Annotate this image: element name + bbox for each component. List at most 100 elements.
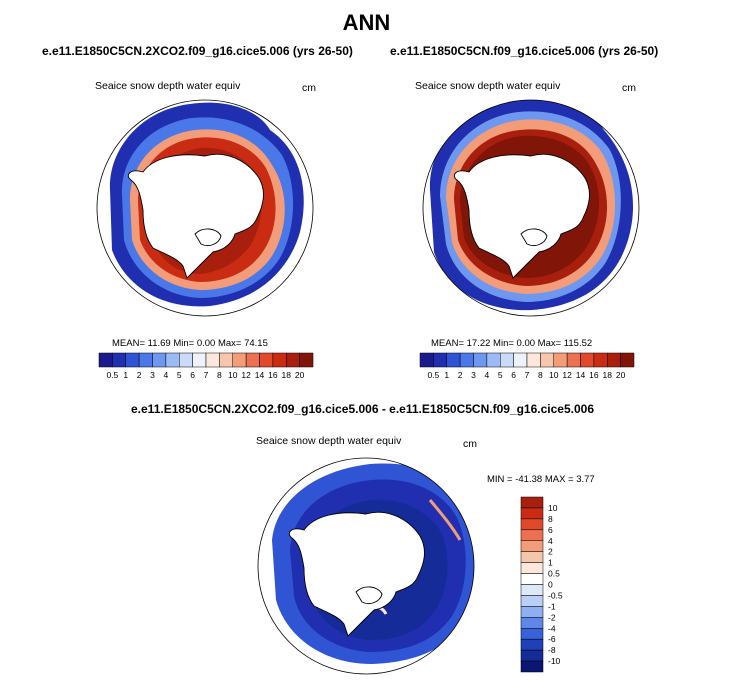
panel1-colorbar-tick-label: 8: [217, 370, 222, 380]
panel1-colorbar-tick-label: 16: [268, 370, 278, 380]
panel2-colorbar-tick-label: 14: [576, 370, 586, 380]
panel1-colorbar-tick-label: 3: [150, 370, 155, 380]
panel2-colorbar-tick-label: 16: [589, 370, 599, 380]
panel1-colorbar: 0.5 1 2 3 4 5 6 7 8 10 12 14 16 18 20: [98, 352, 314, 380]
panel3-units-label: cm: [463, 438, 477, 450]
diff-colorbar-tick-label: -8: [548, 645, 556, 655]
diff-colorbar-tick-label: -10: [548, 656, 561, 666]
panel1-colorbar-tick-label: 4: [164, 370, 169, 380]
panel3-map: [257, 457, 475, 675]
panel2-colorbar-swatch: [566, 352, 581, 368]
panel2-colorbar-tick-label: 12: [562, 370, 572, 380]
panel2-colorbar: 0.5 1 2 3 4 5 6 7 8 10 12 14 16 18 20: [419, 352, 635, 380]
diff-colorbar-tick-label: 4: [548, 536, 553, 546]
diff-colorbar-swatch: [520, 507, 544, 520]
panel2-colorbar-swatch: [607, 352, 621, 368]
panel1-colorbar-tick-label: 10: [228, 370, 238, 380]
diff-colorbar-tick-label: -2: [548, 612, 556, 622]
panel1-colorbar-swatch: [299, 352, 314, 368]
panel1-colorbar-tick-label: 1: [123, 370, 128, 380]
panel2-colorbar-tick-label: 6: [511, 370, 516, 380]
diff-colorbar-swatch: [520, 573, 544, 585]
panel2-colorbar-tick-label: 8: [538, 370, 543, 380]
diff-colorbar-tick-label: 0.5: [548, 569, 560, 579]
diff-colorbar-tick-label: -6: [548, 634, 556, 644]
panel2-colorbar-tick-label: 3: [471, 370, 476, 380]
panel2-stats: MEAN= 17.22 Min= 0.00 Max= 115.52: [431, 338, 593, 349]
diff-colorbar-tick-label: -0.5: [548, 590, 563, 600]
panel1-colorbar-swatch: [232, 352, 247, 368]
panel1-colorbar-tick-label: 7: [204, 370, 209, 380]
panel1-colorbar-swatch: [125, 352, 140, 368]
figure-title: ANN: [342, 10, 391, 35]
diff-colorbar-swatch: [520, 628, 544, 640]
panel1-stats: MEAN= 11.69 Min= 0.00 Max= 74.15: [112, 338, 268, 349]
panel1-colorbar-swatch: [165, 352, 180, 368]
panel2-colorbar-tick-label: 1: [444, 370, 449, 380]
panel1-colorbar-tick-label: 0.5: [106, 370, 118, 380]
panel1-colorbar-swatch: [286, 352, 300, 368]
panel2-colorbar-swatch: [526, 352, 541, 368]
panel1-colorbar-tick-label: 18: [282, 370, 292, 380]
panel2-colorbar-tick-label: 2: [458, 370, 463, 380]
panel1-colorbar-swatch: [219, 352, 233, 368]
diff-colorbar-swatch: [520, 660, 544, 673]
panel1-colorbar-tick-label: 20: [295, 370, 305, 380]
diff-colorbar-swatch: [520, 551, 544, 563]
panel1-colorbar-swatch: [259, 352, 274, 368]
panel1-colorbar-tick-label: 2: [137, 370, 142, 380]
panel1-colorbar-swatch: [245, 352, 260, 368]
diff-colorbar-swatch: [520, 562, 544, 574]
panel2-colorbar-swatch: [620, 352, 635, 368]
panel2-colorbar-tick-label: 7: [525, 370, 530, 380]
panel1-colorbar-swatch: [192, 352, 207, 368]
panel1-colorbar-tick-label: 14: [255, 370, 265, 380]
diff-colorbar-swatch: [520, 529, 544, 541]
diff-colorbar-tick-label: 0: [548, 580, 553, 590]
panel2-colorbar-swatch: [473, 352, 488, 368]
panel2-colorbar-tick-label: 5: [498, 370, 503, 380]
diff-colorbar-swatch: [520, 540, 544, 552]
diff-colorbar-tick-label: 2: [548, 547, 553, 557]
panel2-colorbar-swatch: [446, 352, 461, 368]
panel3-stats: MIN = -41.38 MAX = 3.77: [487, 474, 595, 485]
panel2-colorbar-swatch: [513, 352, 528, 368]
diff-colorbar-swatch: [520, 518, 544, 531]
panel2-colorbar-tick-label: 4: [485, 370, 490, 380]
panel1-case-title: e.e11.E1850C5CN.2XCO2.f09_g16.cice5.006 …: [42, 44, 353, 58]
diff-title: e.e11.E1850C5CN.2XCO2.f09_g16.cice5.006 …: [131, 402, 594, 416]
panel2-colorbar-swatch: [433, 352, 447, 368]
diff-colorbar-tick-label: 1: [548, 558, 553, 568]
panel1-map: [96, 99, 314, 317]
panel2-colorbar-tick-label: 0.5: [427, 370, 439, 380]
diff-colorbar-swatch: [520, 638, 544, 651]
diff-colorbar-tick-label: -1: [548, 601, 556, 611]
panel2-map: [422, 99, 640, 317]
panel1-colorbar-swatch: [138, 352, 153, 368]
panel1-variable-label: Seaice snow depth water equiv: [95, 80, 241, 92]
panel2-colorbar-swatch: [540, 352, 554, 368]
diff-colorbar-swatch: [520, 617, 544, 629]
panel2-colorbar-tick-label: 18: [603, 370, 613, 380]
panel2-colorbar-swatch: [419, 352, 434, 368]
panel2-colorbar-swatch: [500, 352, 514, 368]
panel2-colorbar-tick-label: 20: [616, 370, 626, 380]
panel2-variable-label: Seaice snow depth water equiv: [415, 80, 561, 92]
panel1-colorbar-swatch: [205, 352, 220, 368]
panel1-colorbar-swatch: [112, 352, 126, 368]
panel1-colorbar-swatch: [179, 352, 193, 368]
panel2-colorbar-swatch: [553, 352, 568, 368]
diff-colorbar-swatch: [520, 649, 544, 662]
panel1-units-label: cm: [302, 82, 316, 94]
panel2-case-title: e.e11.E1850C5CN.f09_g16.cice5.006 (yrs 2…: [390, 44, 659, 58]
panel3-variable-label: Seaice snow depth water equiv: [256, 435, 402, 447]
panel2-colorbar-swatch: [593, 352, 608, 368]
diff-colorbar-swatch: [520, 584, 544, 596]
panel1-colorbar-swatch: [272, 352, 287, 368]
panel1-colorbar-tick-label: 5: [177, 370, 182, 380]
panel2-colorbar-swatch: [580, 352, 595, 368]
diff-colorbar-tick-label: 10: [548, 503, 558, 513]
panel2-colorbar-swatch: [486, 352, 501, 368]
panel1-colorbar-tick-label: 6: [190, 370, 195, 380]
panel2-units-label: cm: [622, 82, 636, 94]
